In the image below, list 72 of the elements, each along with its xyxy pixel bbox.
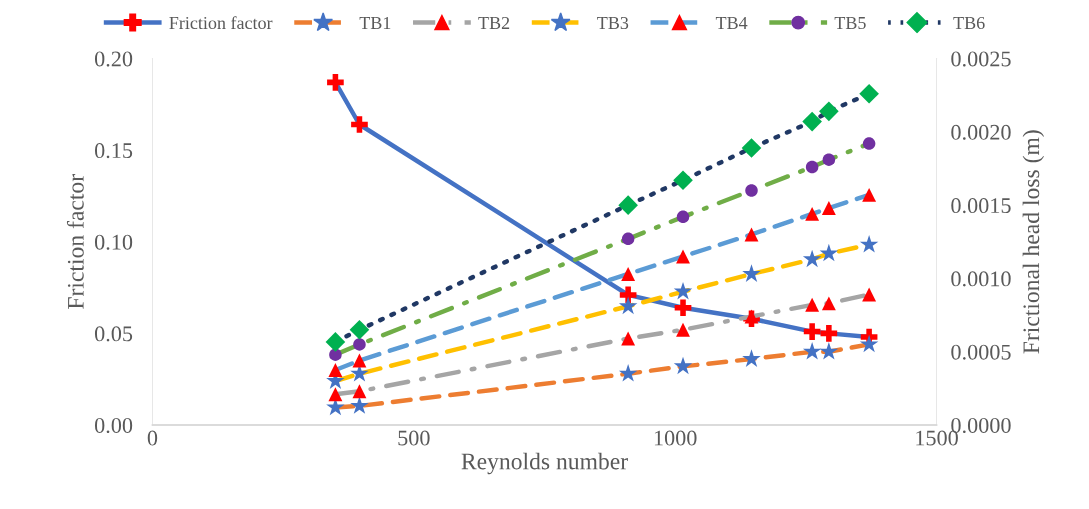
y-axis-title: Friction factor (66, 174, 84, 309)
point (673, 356, 693, 375)
point (618, 195, 638, 215)
point (621, 232, 635, 246)
y2-tick-label: 0.0015 (951, 198, 1011, 214)
legend-label: TB6 (953, 16, 985, 30)
point (819, 342, 839, 360)
point (859, 83, 879, 104)
point (802, 249, 822, 268)
point (745, 184, 758, 197)
legend-label: TB2 (478, 16, 510, 29)
point (862, 137, 876, 150)
point (621, 331, 636, 346)
point (805, 297, 820, 312)
y-tick-label: 0.15 (94, 143, 133, 159)
point (350, 396, 369, 414)
y2-axis-title: Frictional head loss (m) (1022, 130, 1045, 354)
point (673, 170, 693, 191)
legend-label: TB3 (597, 16, 629, 30)
y-tick-label: 0.10 (94, 234, 133, 250)
legend-label: TB5 (834, 17, 866, 30)
x-tick-label: 500 (398, 430, 430, 446)
point (742, 349, 761, 367)
point (676, 210, 690, 224)
y2-tick-label: 0.0020 (951, 124, 1011, 140)
legend-label: Friction factor (169, 16, 273, 30)
point (859, 334, 879, 353)
point (621, 267, 636, 281)
point (349, 319, 370, 340)
point (352, 384, 367, 399)
point (805, 160, 819, 174)
point (820, 325, 838, 342)
point (674, 299, 692, 317)
point (328, 387, 343, 402)
point (325, 332, 346, 352)
point (805, 206, 820, 221)
x-axis-title: Reynolds number (461, 452, 628, 475)
point (619, 286, 637, 304)
point (862, 287, 877, 302)
point (351, 116, 368, 133)
point (328, 363, 343, 377)
point (618, 296, 638, 315)
point (676, 322, 690, 337)
point (327, 74, 344, 91)
point (742, 264, 761, 282)
legend-label: TB4 (715, 17, 748, 29)
point (676, 249, 690, 264)
x-tick-label: 0 (147, 430, 158, 446)
y2-tick-label: 0.0025 (951, 51, 1011, 67)
point (741, 138, 762, 158)
x-tick-label: 1000 (654, 430, 697, 446)
point (819, 101, 839, 122)
y2-tick-label: 0.0010 (951, 271, 1011, 287)
point (822, 153, 836, 166)
point (802, 111, 822, 132)
point (353, 338, 366, 351)
legend-label: TB1 (359, 16, 391, 29)
y-tick-label: 0.20 (94, 51, 133, 67)
y2-tick-label: 0.0005 (951, 344, 1011, 360)
y-tick-label: 0.00 (94, 417, 133, 434)
point (618, 363, 638, 382)
point (821, 296, 836, 311)
point (803, 323, 821, 340)
y-tick-label: 0.05 (94, 326, 133, 342)
point (862, 187, 877, 202)
point (802, 342, 822, 360)
point (821, 201, 836, 215)
point (352, 353, 367, 368)
point (673, 281, 693, 300)
point (744, 227, 759, 242)
point (819, 243, 839, 262)
point (859, 234, 879, 253)
